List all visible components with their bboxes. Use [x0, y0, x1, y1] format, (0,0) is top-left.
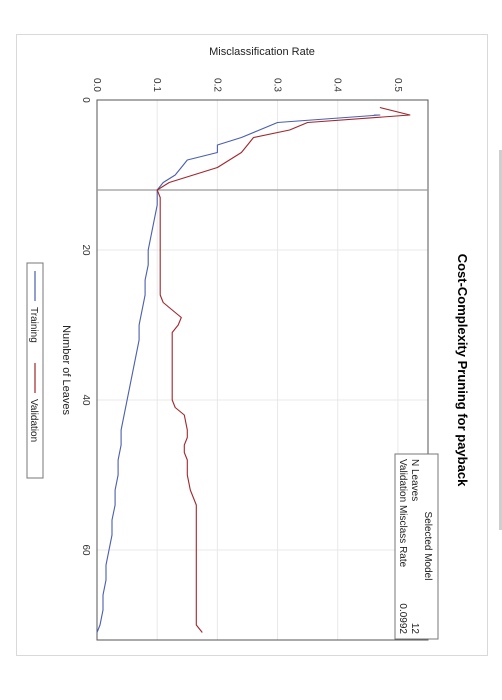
rate-tick-label: 0.4: [332, 78, 343, 92]
legend-label-validation: Validation: [28, 399, 39, 442]
misclass-rate-value: 0.0992: [397, 603, 408, 634]
panel-edge-strip: [499, 150, 502, 530]
rate-tick-label: 0.2: [211, 78, 222, 92]
leaves-tick-label: 0: [80, 97, 91, 103]
legend-label-training: Training: [28, 307, 39, 343]
selected-model-header: Selected Model: [422, 512, 433, 581]
rate-tick-label: 0.3: [272, 78, 283, 92]
leaves-tick-labels: 0 20 40 60: [80, 97, 91, 556]
leaves-tick-label: 20: [80, 244, 91, 256]
rate-tick-label: 0.1: [151, 78, 162, 92]
plot-area-background: [97, 100, 428, 640]
plot-frame: [96, 99, 429, 641]
series-line-training: [96, 114, 381, 633]
series-line-validation: [156, 106, 411, 633]
n-leaves-value: 12: [409, 623, 420, 635]
legend: Training Validation: [26, 262, 44, 479]
selected-model-box: Selected Model N Leaves 12 Validation Mi…: [394, 453, 439, 640]
n-leaves-label: N Leaves: [409, 459, 420, 501]
x-axis-title: Number of Leaves: [60, 325, 72, 415]
selected-model-box-border: [394, 453, 439, 640]
chart-title: Cost-Complexity Pruning for payback: [455, 254, 470, 487]
rate-tick-label: 0.0: [91, 78, 102, 92]
leaves-tick-label: 60: [80, 544, 91, 556]
series-lines: [96, 106, 411, 633]
y-axis-title: Misclassification Rate: [209, 46, 315, 58]
misclass-rate-label: Validation Misclass Rate: [397, 459, 408, 568]
rate-tick-label: 0.5: [392, 78, 403, 92]
rate-tick-labels: 0.0 0.1 0.2 0.3 0.4 0.5: [91, 78, 403, 92]
leaves-tick-label: 40: [80, 394, 91, 406]
